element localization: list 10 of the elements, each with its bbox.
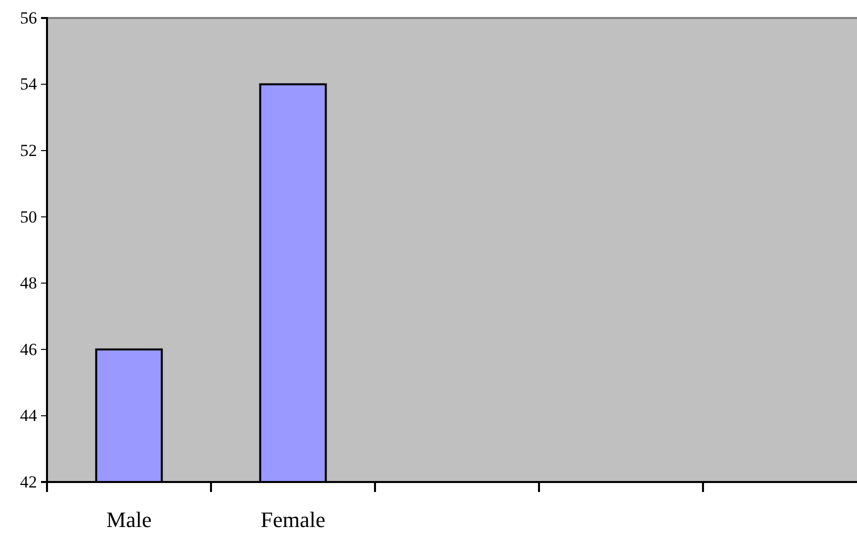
y-tick-label: 48 bbox=[20, 274, 37, 293]
y-tick-label: 50 bbox=[20, 207, 37, 226]
y-tick-label: 42 bbox=[20, 472, 37, 492]
y-tick-label: 54 bbox=[20, 74, 38, 94]
y-tick-label: 56 bbox=[20, 8, 37, 28]
y-tick-label: 52 bbox=[20, 141, 37, 160]
x-tick-label: Female bbox=[260, 507, 326, 532]
y-tick-label: 46 bbox=[20, 340, 37, 359]
x-tick-label: Male bbox=[106, 507, 152, 532]
y-tick-label: 44 bbox=[20, 406, 38, 426]
